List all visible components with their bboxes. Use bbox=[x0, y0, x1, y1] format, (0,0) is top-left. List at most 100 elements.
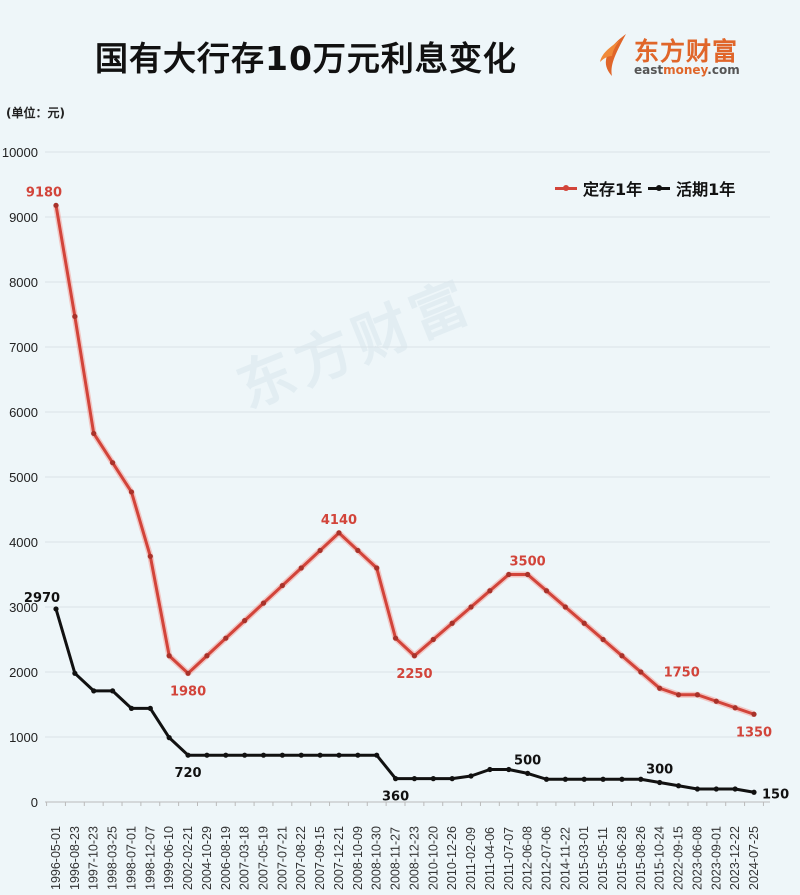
data-point bbox=[53, 202, 59, 208]
data-point bbox=[411, 776, 418, 782]
series-line-1 bbox=[54, 608, 755, 794]
data-point bbox=[694, 692, 701, 698]
data-point bbox=[562, 604, 568, 610]
flame-logo-icon bbox=[600, 34, 626, 76]
data-label: 3500 bbox=[510, 555, 546, 570]
data-point bbox=[298, 752, 304, 758]
data-label: 1980 bbox=[170, 684, 206, 699]
data-point bbox=[449, 620, 455, 626]
data-point bbox=[53, 606, 59, 612]
data-point bbox=[525, 770, 531, 777]
data-point bbox=[751, 789, 757, 795]
data-point bbox=[732, 705, 738, 711]
x-tick-label: 1997-10-23 bbox=[87, 826, 101, 890]
data-point bbox=[336, 752, 342, 758]
legend-item-fixed: 定存1年 bbox=[555, 176, 642, 200]
x-tick-label: 2023-09-01 bbox=[709, 826, 723, 890]
x-tick-label: 2007-07-21 bbox=[275, 826, 289, 890]
data-point bbox=[185, 752, 191, 758]
x-tick-label: 2015-06-28 bbox=[615, 826, 629, 890]
data-point bbox=[638, 669, 644, 675]
x-tick-label: 2012-07-06 bbox=[539, 826, 553, 890]
x-tick-label: 2023-06-08 bbox=[690, 826, 704, 890]
data-point bbox=[355, 547, 361, 554]
x-tick-label: 2007-08-22 bbox=[294, 826, 308, 890]
data-point bbox=[392, 776, 399, 782]
data-point bbox=[600, 776, 606, 782]
y-tick-label: 6000 bbox=[9, 405, 38, 420]
data-point bbox=[223, 752, 229, 758]
data-point bbox=[525, 571, 531, 578]
data-point bbox=[411, 653, 418, 659]
x-tick-label: 2011-02-09 bbox=[464, 827, 478, 890]
x-tick-label: 2023-12-22 bbox=[728, 826, 742, 890]
legend: 定存1年 活期1年 bbox=[555, 176, 741, 200]
data-point bbox=[317, 752, 323, 758]
x-tick-label: 1998-07-01 bbox=[124, 826, 138, 890]
x-tick-label: 2011-07-07 bbox=[502, 827, 516, 890]
data-point bbox=[279, 582, 285, 589]
data-point bbox=[751, 711, 757, 717]
x-tick-label: 2007-05-19 bbox=[257, 826, 271, 890]
x-tick-label: 2011-04-06 bbox=[483, 827, 497, 890]
x-tick-label: 1998-03-25 bbox=[106, 826, 120, 890]
data-point bbox=[374, 752, 380, 758]
data-label: 4140 bbox=[321, 513, 357, 528]
y-tick-label: 4000 bbox=[9, 535, 38, 550]
data-point bbox=[487, 588, 493, 594]
data-label: 300 bbox=[646, 763, 673, 778]
data-point bbox=[581, 776, 587, 782]
data-point bbox=[260, 600, 267, 606]
data-point bbox=[91, 688, 97, 694]
data-point bbox=[298, 565, 304, 571]
data-point bbox=[72, 670, 78, 676]
data-point bbox=[619, 776, 625, 782]
y-tick-label: 9000 bbox=[9, 210, 38, 225]
data-point bbox=[506, 766, 512, 773]
data-point bbox=[543, 776, 550, 782]
y-tick-label: 1000 bbox=[9, 730, 38, 745]
data-point bbox=[487, 766, 493, 773]
x-tick-label: 2010-12-26 bbox=[445, 826, 459, 890]
x-tick-label: 2015-05-11 bbox=[596, 827, 610, 890]
data-point bbox=[374, 565, 380, 571]
data-point bbox=[166, 653, 172, 659]
x-tick-label: 2007-12-21 bbox=[332, 826, 346, 890]
x-tick-label: 2022-09-15 bbox=[672, 826, 686, 890]
data-point bbox=[638, 776, 644, 782]
data-point bbox=[128, 705, 135, 712]
data-point bbox=[675, 783, 682, 789]
data-point bbox=[147, 705, 153, 712]
unit-label: (单位：元) bbox=[6, 106, 65, 120]
y-tick-label: 0 bbox=[31, 795, 38, 810]
data-point bbox=[732, 786, 738, 792]
x-tick-label: 2008-11-27 bbox=[389, 827, 403, 890]
x-tick-label: 2008-10-09 bbox=[351, 826, 365, 890]
logo-cn-text: 东方财富 bbox=[634, 37, 739, 66]
x-tick-label: 2024-07-25 bbox=[747, 826, 761, 890]
legend-swatch-demand-icon bbox=[648, 185, 671, 191]
data-label: 2970 bbox=[24, 591, 60, 606]
data-point bbox=[242, 618, 248, 624]
data-label: 9180 bbox=[26, 185, 62, 200]
data-point bbox=[204, 752, 210, 758]
logo-en-text: eastmoney.com bbox=[634, 63, 740, 77]
data-label: 1350 bbox=[736, 725, 772, 740]
x-tick-label: 2004-10-29 bbox=[200, 826, 214, 890]
data-point bbox=[204, 653, 210, 659]
data-point bbox=[147, 553, 153, 559]
data-point bbox=[336, 530, 342, 536]
data-point bbox=[694, 786, 701, 792]
data-label: 360 bbox=[382, 790, 409, 805]
data-point bbox=[581, 620, 587, 626]
legend-label-demand: 活期1年 bbox=[676, 180, 736, 199]
data-point bbox=[260, 752, 267, 758]
data-point bbox=[468, 604, 474, 610]
y-tick-label: 3000 bbox=[9, 600, 38, 615]
y-tick-label: 5000 bbox=[9, 470, 38, 485]
data-point bbox=[657, 779, 663, 786]
data-point bbox=[317, 547, 323, 554]
y-tick-label: 2000 bbox=[9, 665, 38, 680]
data-label: 2250 bbox=[396, 667, 432, 682]
